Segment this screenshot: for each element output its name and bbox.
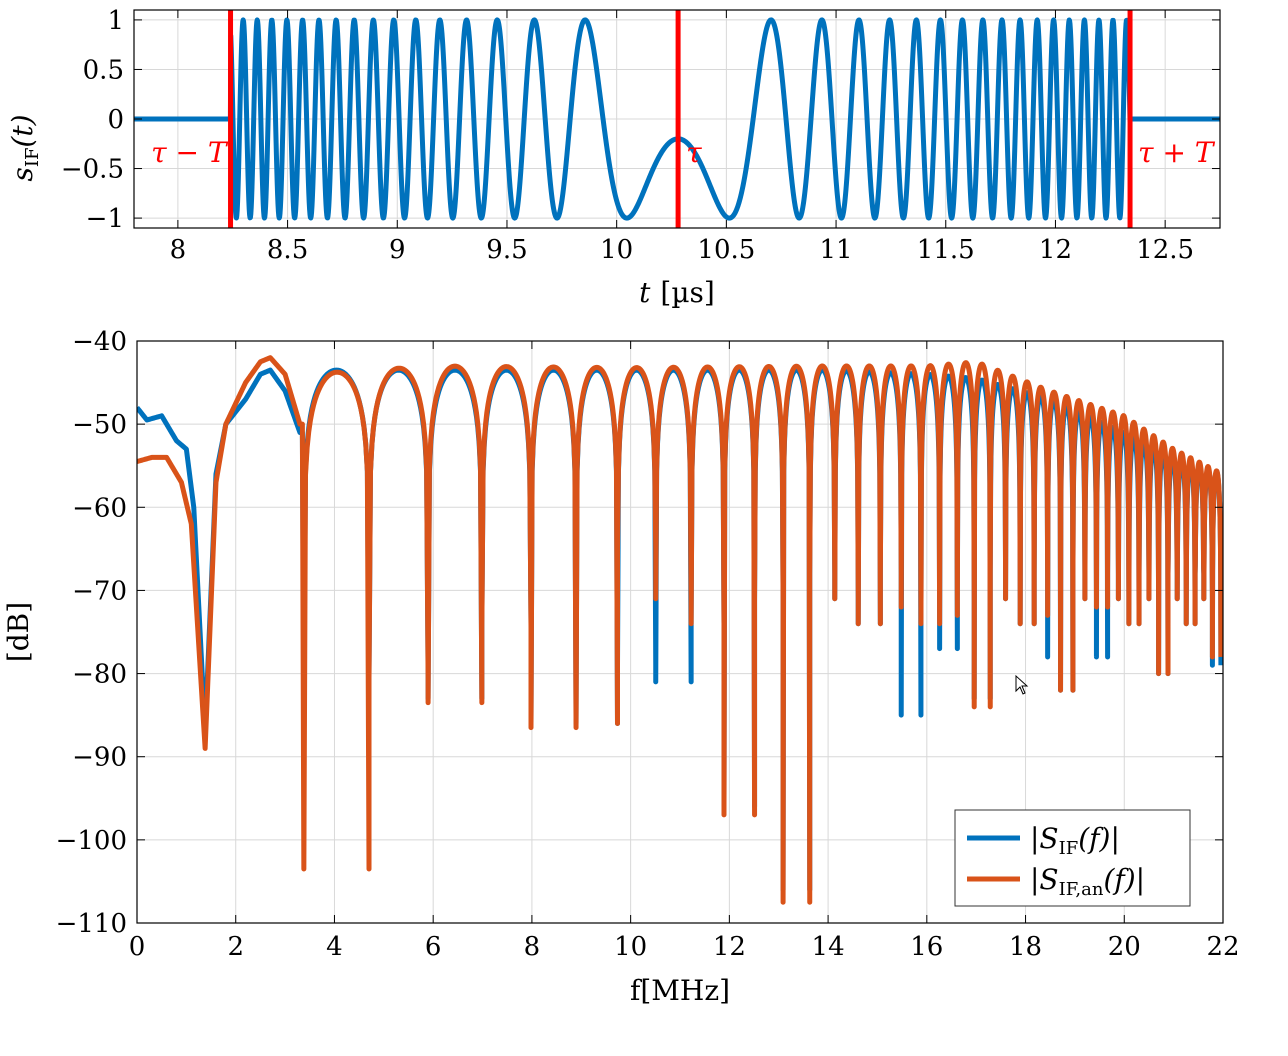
top-x-axis-label: t [µs] — [639, 276, 715, 309]
bottom-x-tick-label-6: 12 — [713, 932, 746, 962]
bottom-y-tick-label-7: −110 — [56, 909, 127, 939]
legend-2-tail: (f)| — [1103, 863, 1145, 896]
top-y-tick-label-1: 0.5 — [83, 55, 124, 85]
bottom-y-tick-label-0: −40 — [72, 327, 127, 357]
bottom-y-tick-label-6: −100 — [56, 826, 127, 856]
marker-lines — [228, 10, 1133, 228]
bottom-x-tick-label-9: 18 — [1009, 932, 1042, 962]
top-x-tick-label-8: 12 — [1039, 235, 1072, 265]
legend-2-sub: IF,an — [1059, 879, 1104, 900]
top-x-tick-label-0: 8 — [170, 235, 187, 265]
bottom-x-tick-label-1: 2 — [227, 932, 244, 962]
top-x-axis-unit: [µs] — [660, 276, 714, 309]
top-y-tick-label-4: −1 — [86, 204, 124, 234]
legend-box — [954, 809, 1191, 907]
top-y-tick-labels: 1 0.5 0 −0.5 −1 — [61, 6, 124, 234]
legend-2-main: |S — [1030, 863, 1059, 896]
top-x-tick-label-7: 11.5 — [917, 235, 975, 265]
bottom-x-tick-label-5: 10 — [614, 932, 647, 962]
top-x-axis-var: t — [639, 276, 651, 309]
bottom-x-tick-label-8: 16 — [910, 932, 943, 962]
marker-label-1: τ — [686, 136, 702, 169]
spectrum-series — [137, 355, 1223, 905]
bottom-y-tick-label-3: −70 — [72, 576, 127, 606]
bottom-ticks — [136, 340, 1224, 924]
bottom-x-tick-label-11: 22 — [1206, 932, 1239, 962]
bottom-x-tick-label-0: 0 — [129, 932, 146, 962]
top-x-tick-label-5: 10.5 — [697, 235, 755, 265]
top-ticks — [134, 10, 1220, 228]
bottom-x-tick-label-2: 4 — [326, 932, 343, 962]
top-y-tick-label-2: 0 — [107, 105, 124, 135]
legend-entry-series-1: |SIF(f)| — [1030, 822, 1120, 859]
bottom-y-tick-label-2: −60 — [72, 493, 127, 523]
top-x-tick-label-9: 12.5 — [1136, 235, 1194, 265]
spectrum-panel: 0 2 4 6 8 10 12 14 16 18 20 22 −40 −50 −60 −70 −80 −90 −1… — [2, 327, 1240, 1007]
bottom-x-tick-label-4: 8 — [524, 932, 541, 962]
top-y-axis-sub: IF — [22, 148, 43, 168]
top-x-tick-label-3: 9.5 — [486, 235, 527, 265]
spectrum-line-2 — [137, 355, 1223, 905]
legend-1-main: |S — [1030, 822, 1059, 855]
bottom-y-axis-label: [dB] — [2, 602, 35, 662]
top-y-axis-main: s — [6, 167, 39, 181]
marker-label-2: τ + T — [1138, 136, 1216, 169]
bottom-y-tick-label-1: −50 — [72, 410, 127, 440]
bottom-y-tick-labels: −40 −50 −60 −70 −80 −90 −100 −110 — [56, 327, 127, 939]
top-x-tick-labels: 8 8.5 9 9.5 10 10.5 11 11.5 12 12.5 — [170, 235, 1194, 265]
top-y-tick-label-3: −0.5 — [61, 155, 124, 185]
bottom-x-tick-label-3: 6 — [425, 932, 442, 962]
legend-entry-series-2: |SIF,an(f)| — [1030, 863, 1145, 900]
bottom-x-tick-label-7: 14 — [812, 932, 845, 962]
mouse-cursor-icon — [1015, 674, 1029, 695]
top-y-tick-label-0: 1 — [107, 6, 124, 36]
legend-1-sub: IF — [1059, 838, 1079, 859]
top-x-tick-label-4: 10 — [600, 235, 633, 265]
legend-1-tail: (f)| — [1078, 822, 1120, 855]
top-y-axis-label: sIF(t) — [6, 114, 43, 181]
marker-labels: τ − T τ τ + T — [151, 136, 1216, 169]
top-y-axis-arg: (t) — [6, 114, 39, 147]
bottom-x-tick-labels: 0 2 4 6 8 10 12 14 16 18 20 22 — [129, 932, 1240, 962]
bottom-plot-frame — [136, 340, 1224, 924]
bottom-x-tick-label-10: 20 — [1108, 932, 1141, 962]
legend: |SIF(f)| |SIF,an(f)| — [954, 809, 1191, 907]
top-x-tick-label-6: 11 — [820, 235, 853, 265]
top-x-tick-label-1: 8.5 — [267, 235, 308, 265]
bottom-y-tick-label-4: −80 — [72, 660, 127, 690]
bottom-x-axis-label: f[MHz] — [630, 974, 730, 1007]
time-domain-panel: 8 8.5 9 9.5 10 10.5 11 11.5 12 12.5 10.50−0.5−1 τ… — [6, 6, 1221, 309]
marker-label-0: τ − T — [151, 136, 229, 169]
top-x-tick-label-2: 9 — [389, 235, 406, 265]
bottom-y-tick-label-5: −90 — [72, 743, 127, 773]
